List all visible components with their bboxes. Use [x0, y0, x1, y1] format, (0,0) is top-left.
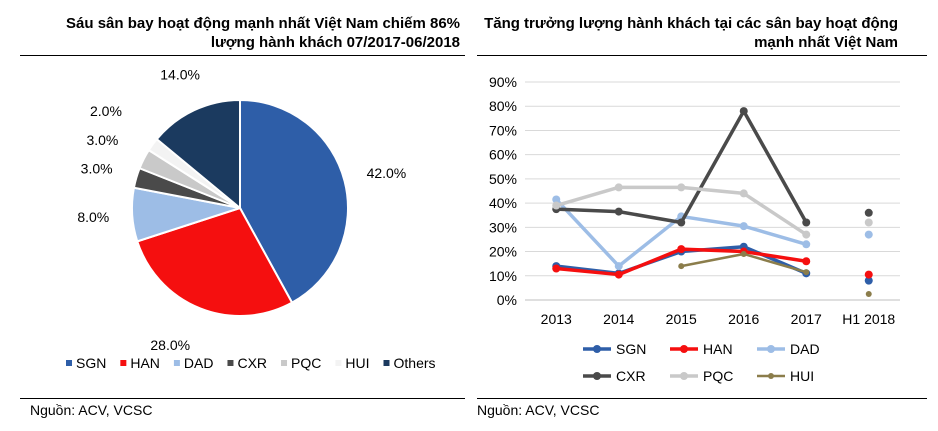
series-point-cxr [739, 107, 748, 116]
y-tick-label: 20% [489, 244, 517, 260]
pie-legend-swatch-sgn [66, 360, 72, 366]
left-top-divider [20, 55, 465, 56]
pie-label-hui: 2.0% [90, 103, 122, 119]
series-point-hui [865, 290, 872, 297]
line-legend-marker-sgn [593, 345, 601, 353]
x-tick-label: 2016 [728, 311, 759, 327]
series-point-han [677, 245, 686, 254]
pie-slice-sgn [239, 98, 349, 305]
pie-legend-label-hui: HUI [345, 355, 369, 371]
line-chart: 0% 10% 20% 30% 40% 50% 60% 70% 80% 90% 2013 2014 201… [489, 74, 900, 384]
series-point-han [802, 257, 811, 266]
series-point-han [614, 270, 623, 279]
source-note-right: Nguồn: ACV, VCSC [477, 402, 600, 418]
line-legend-marker-dad [767, 345, 775, 353]
pie-legend-swatch-others [383, 360, 390, 366]
series-point-hui [740, 250, 747, 257]
y-tick-label: 50% [489, 171, 517, 187]
pie-label-sgn: 42.0% [367, 165, 407, 181]
x-tick-label: 2014 [603, 311, 634, 327]
series-point-dad [802, 240, 811, 249]
line-legend-label-han: HAN [703, 341, 733, 357]
y-tick-label: 40% [489, 195, 517, 211]
x-tick-label: 2013 [541, 311, 572, 327]
y-tick-label: 10% [489, 268, 517, 284]
series-point-cxr [802, 218, 811, 227]
series-point-han [864, 270, 873, 279]
pie-legend-label-dad: DAD [184, 355, 214, 371]
series-point-dad [552, 195, 561, 204]
pie-legend-swatch-han [120, 360, 127, 366]
pie-legend-label-cxr: CXR [237, 355, 267, 371]
x-tick-label: H1 2018 [842, 311, 895, 327]
right-top-divider [477, 55, 927, 56]
source-note-left: Nguồn: ACV, VCSC [30, 402, 153, 418]
pie-chart: 42.0% 28.0% 8.0% 3.0% 3.0% 2.0% 14.0% SGN HAN DAD… [66, 66, 436, 371]
y-tick-label: 70% [489, 122, 517, 138]
pie-legend-label-sgn: SGN [76, 355, 106, 371]
pie-legend-swatch-hui [335, 360, 342, 366]
pie-slice-han [136, 206, 294, 317]
pie-legend-label-pqc: PQC [291, 355, 321, 371]
line-legend-label-cxr: CXR [616, 368, 646, 384]
pie-label-cxr: 3.0% [81, 161, 113, 177]
line-legend-label-hui: HUI [790, 368, 814, 384]
pie-legend-label-others: Others [394, 355, 436, 371]
series-point-cxr [677, 218, 686, 227]
y-tick-label: 80% [489, 98, 517, 114]
series-point-pqc [802, 230, 811, 239]
y-tick-label: 60% [489, 147, 517, 163]
pie-legend-swatch-pqc [281, 360, 288, 366]
series-point-pqc [552, 201, 561, 210]
series-line-cxr [556, 109, 808, 225]
line-legend-marker-pqc [680, 372, 688, 380]
line-chart-title: Tăng trưởng lượng hành khách tại các sân… [484, 15, 898, 51]
series-point-pqc [864, 218, 873, 227]
x-tick-label: 2015 [666, 311, 697, 327]
series-point-hui [803, 269, 810, 276]
series-point-cxr [864, 208, 873, 217]
line-legend-label-sgn: SGN [616, 341, 646, 357]
pie-legend-swatch-dad [173, 360, 180, 366]
series-point-hui [678, 263, 685, 270]
pie-slice-others [155, 98, 241, 211]
pie-legend-label-han: HAN [130, 355, 160, 371]
right-bottom-divider [477, 398, 927, 399]
line-legend-marker-han [680, 345, 688, 353]
series-point-pqc [677, 183, 686, 192]
series-point-sgn [864, 276, 873, 285]
left-bottom-divider [20, 398, 465, 399]
pie-legend-swatch-cxr [227, 360, 234, 366]
y-tick-label: 30% [489, 219, 517, 235]
series-point-dad [739, 222, 748, 231]
pie-label-pqc: 3.0% [86, 132, 118, 148]
y-tick-label: 90% [489, 74, 517, 90]
line-legend-label-dad: DAD [790, 341, 820, 357]
x-tick-label: 2017 [791, 311, 822, 327]
pie-label-dad: 8.0% [77, 209, 109, 225]
series-point-han [552, 264, 561, 273]
series-point-dad [864, 230, 873, 239]
series-point-cxr [614, 207, 623, 216]
series-point-pqc [739, 189, 748, 198]
pie-label-others: 14.0% [160, 66, 200, 82]
line-legend-marker-cxr [593, 372, 601, 380]
series-point-dad [614, 262, 623, 271]
series-point-pqc [614, 183, 623, 192]
y-tick-label: 0% [497, 292, 517, 308]
pie-label-han: 28.0% [150, 337, 190, 353]
line-legend-label-pqc: PQC [703, 368, 733, 384]
line-legend-marker-hui [768, 373, 774, 379]
pie-chart-title: Sáu sân bay hoạt động mạnh nhất Việt Nam… [66, 15, 460, 51]
